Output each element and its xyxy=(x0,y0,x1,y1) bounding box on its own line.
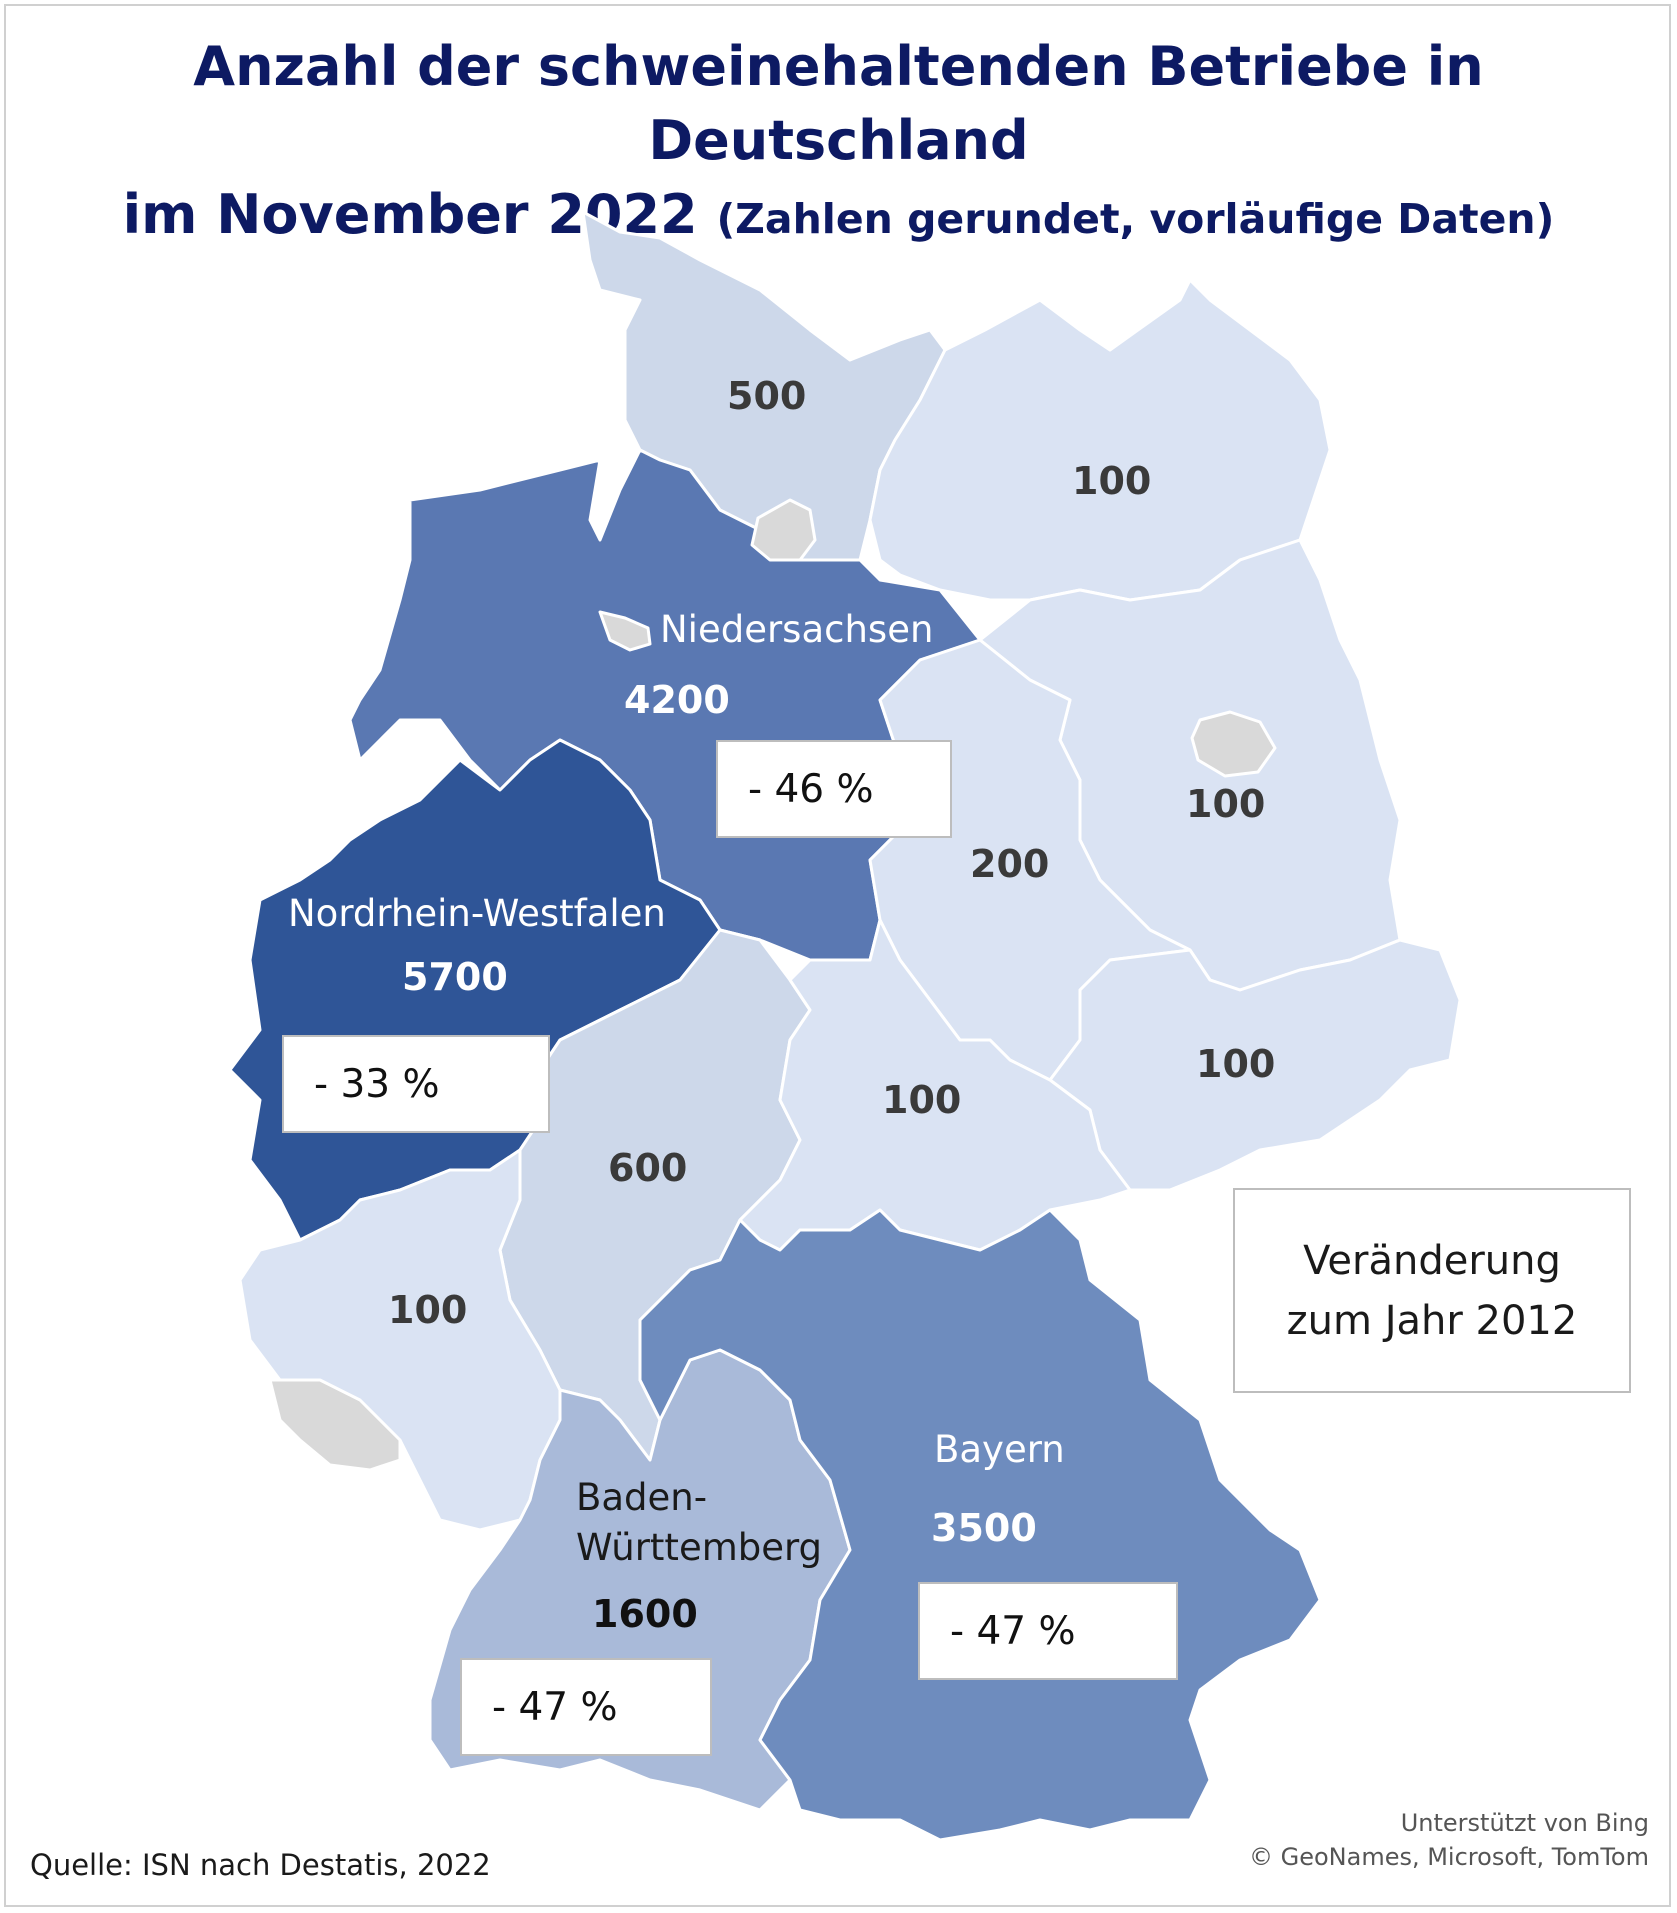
name-nordrhein-westfalen: Nordrhein-Westfalen xyxy=(288,892,666,935)
change-box-bayern: - 47 % xyxy=(918,1582,1178,1680)
source-note: Quelle: ISN nach Destatis, 2022 xyxy=(30,1848,491,1882)
legend-line-1: Veränderung xyxy=(1303,1237,1561,1284)
city-state-berlin xyxy=(1190,710,1277,778)
legend-box: Veränderung zum Jahr 2012 xyxy=(1233,1188,1631,1393)
value-rheinland-pfalz: 100 xyxy=(388,1288,468,1332)
change-nordrhein-westfalen: - 33 % xyxy=(314,1061,440,1107)
value-hessen: 600 xyxy=(608,1146,688,1190)
value-brandenburg: 100 xyxy=(1186,782,1266,826)
change-box-niedersachsen: - 46 % xyxy=(716,740,952,838)
value-baden-wuerttemberg: 1600 xyxy=(592,1592,698,1636)
figure-frame xyxy=(4,4,1671,1907)
change-box-baden-wuerttemberg: - 47 % xyxy=(460,1658,712,1756)
name-baden-wuerttemberg-line-2: Württemberg xyxy=(576,1526,823,1569)
name-baden-wuerttemberg-line-1: Baden- xyxy=(576,1476,708,1519)
title-subtitle: (Zahlen gerundet, vorläufige Daten) xyxy=(716,195,1555,243)
city-state-hamburg xyxy=(750,498,817,562)
change-niedersachsen: - 46 % xyxy=(748,766,874,812)
change-baden-wuerttemberg: - 47 % xyxy=(492,1684,618,1730)
change-box-nordrhein-westfalen: - 33 % xyxy=(282,1035,550,1133)
credits-line-2: © GeoNames, Microsoft, TomTom xyxy=(1248,1843,1649,1871)
map-credits: Unterstützt von Bing © GeoNames, Microso… xyxy=(1249,1806,1649,1874)
value-niedersachsen: 4200 xyxy=(624,678,730,722)
title-line-1: Anzahl der schweinehaltenden Betriebe in… xyxy=(193,35,1484,172)
credits-line-1: Unterstützt von Bing xyxy=(1400,1809,1649,1837)
value-schleswig-holstein: 500 xyxy=(727,374,807,418)
name-bayern: Bayern xyxy=(934,1428,1065,1471)
change-bayern: - 47 % xyxy=(950,1608,1076,1654)
city-state-bremen xyxy=(598,610,652,652)
city-state-saarland xyxy=(268,1378,402,1472)
value-sachsen: 100 xyxy=(1196,1042,1276,1086)
value-mecklenburg-vorpommern: 100 xyxy=(1072,459,1152,503)
value-nordrhein-westfalen: 5700 xyxy=(402,955,508,999)
value-thueringen: 100 xyxy=(882,1078,962,1122)
value-bayern: 3500 xyxy=(931,1506,1037,1550)
legend-line-2: zum Jahr 2012 xyxy=(1286,1297,1578,1344)
state-bayern[interactable] xyxy=(638,1208,1322,1842)
value-sachsen-anhalt: 200 xyxy=(970,842,1050,886)
name-niedersachsen: Niedersachsen xyxy=(660,608,934,651)
